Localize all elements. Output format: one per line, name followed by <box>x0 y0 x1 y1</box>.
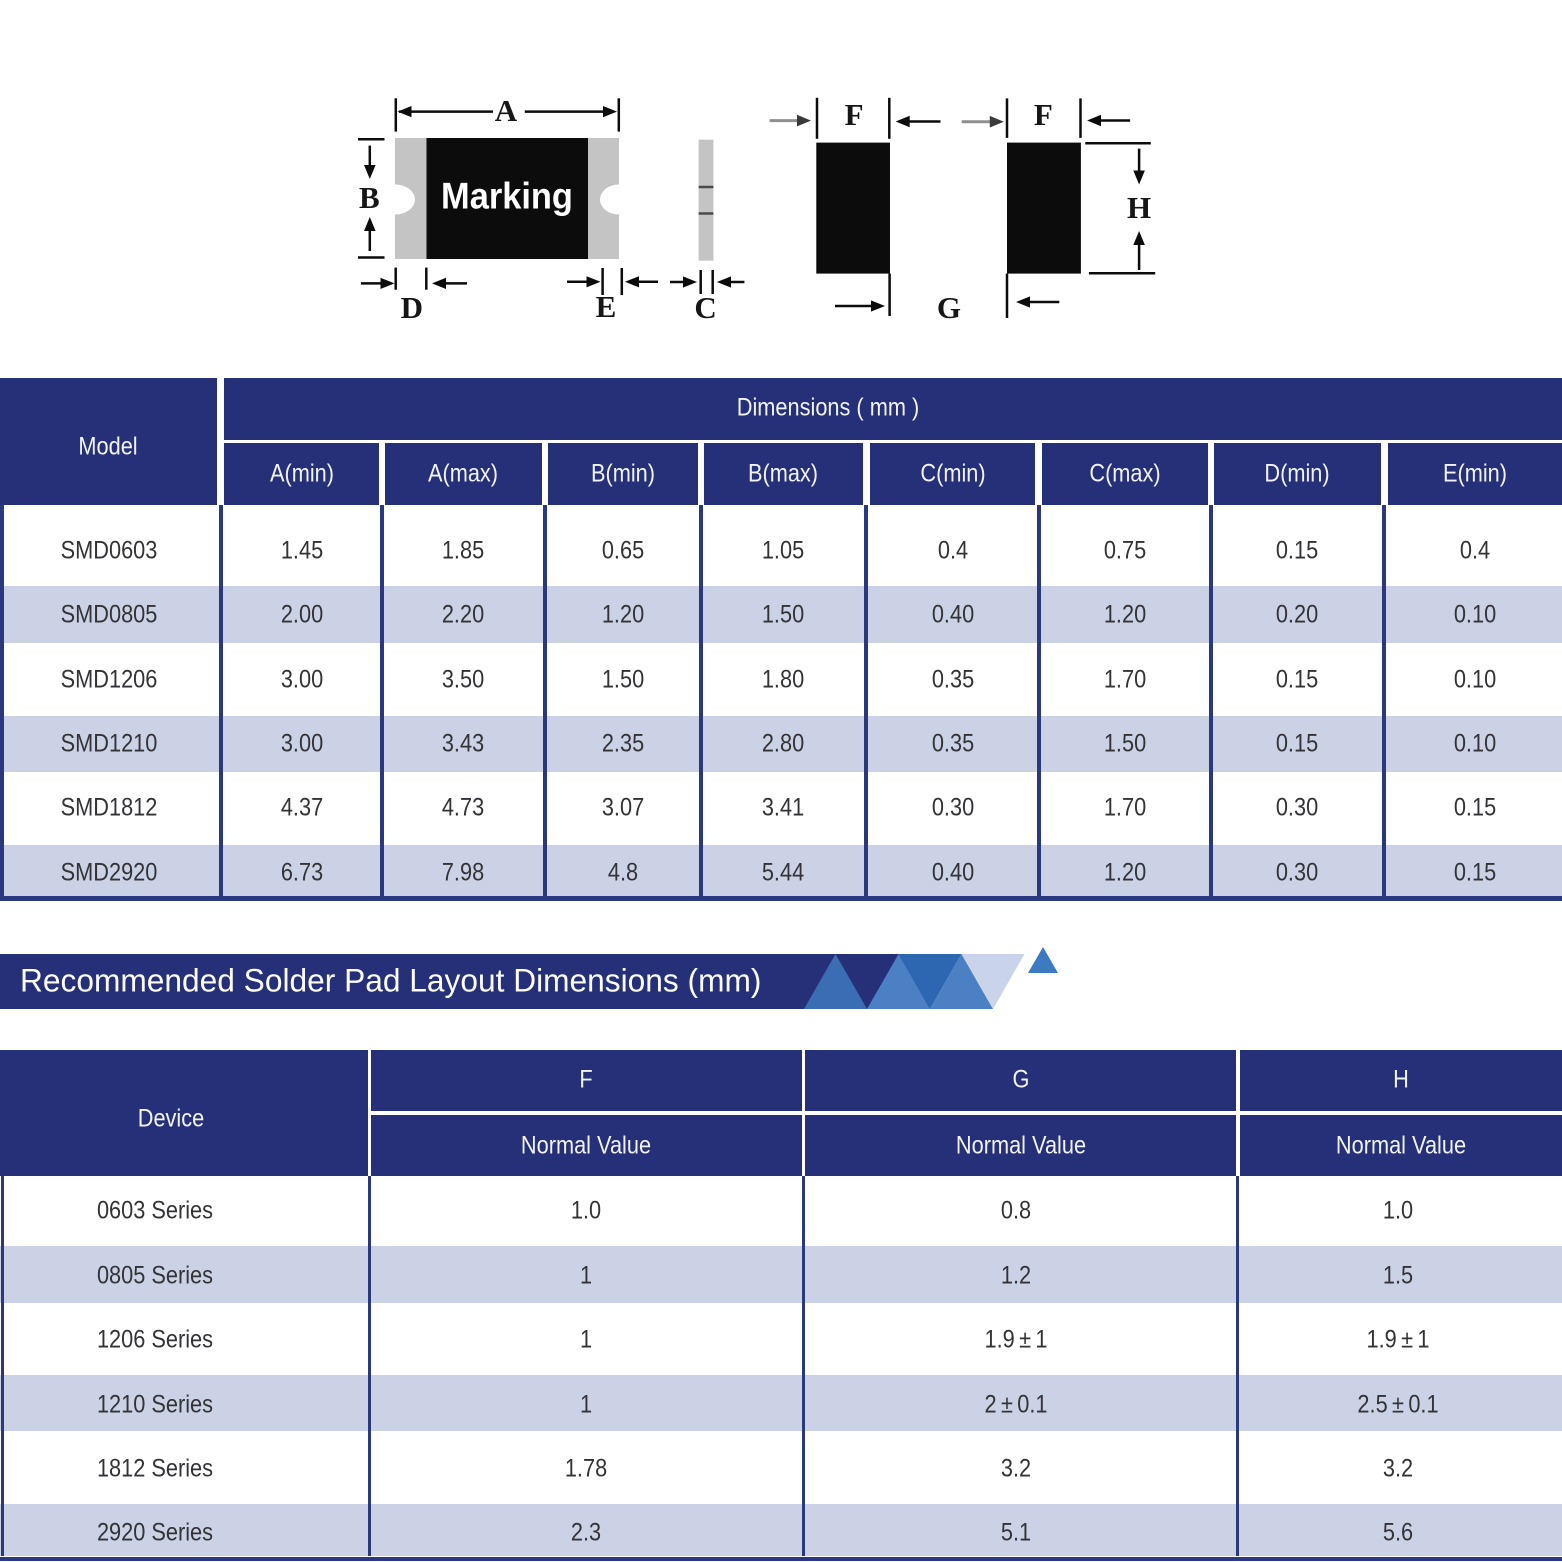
svg-text:E: E <box>596 289 617 324</box>
svg-text:Marking: Marking <box>441 175 573 216</box>
svg-text:G: G <box>937 290 961 325</box>
svg-text:D: D <box>401 290 423 325</box>
svg-text:F: F <box>1034 97 1053 132</box>
svg-text:C: C <box>694 290 716 325</box>
svg-text:A: A <box>495 93 518 128</box>
svg-text:B: B <box>359 180 380 215</box>
svg-text:H: H <box>1127 190 1151 225</box>
svg-text:F: F <box>845 97 864 132</box>
